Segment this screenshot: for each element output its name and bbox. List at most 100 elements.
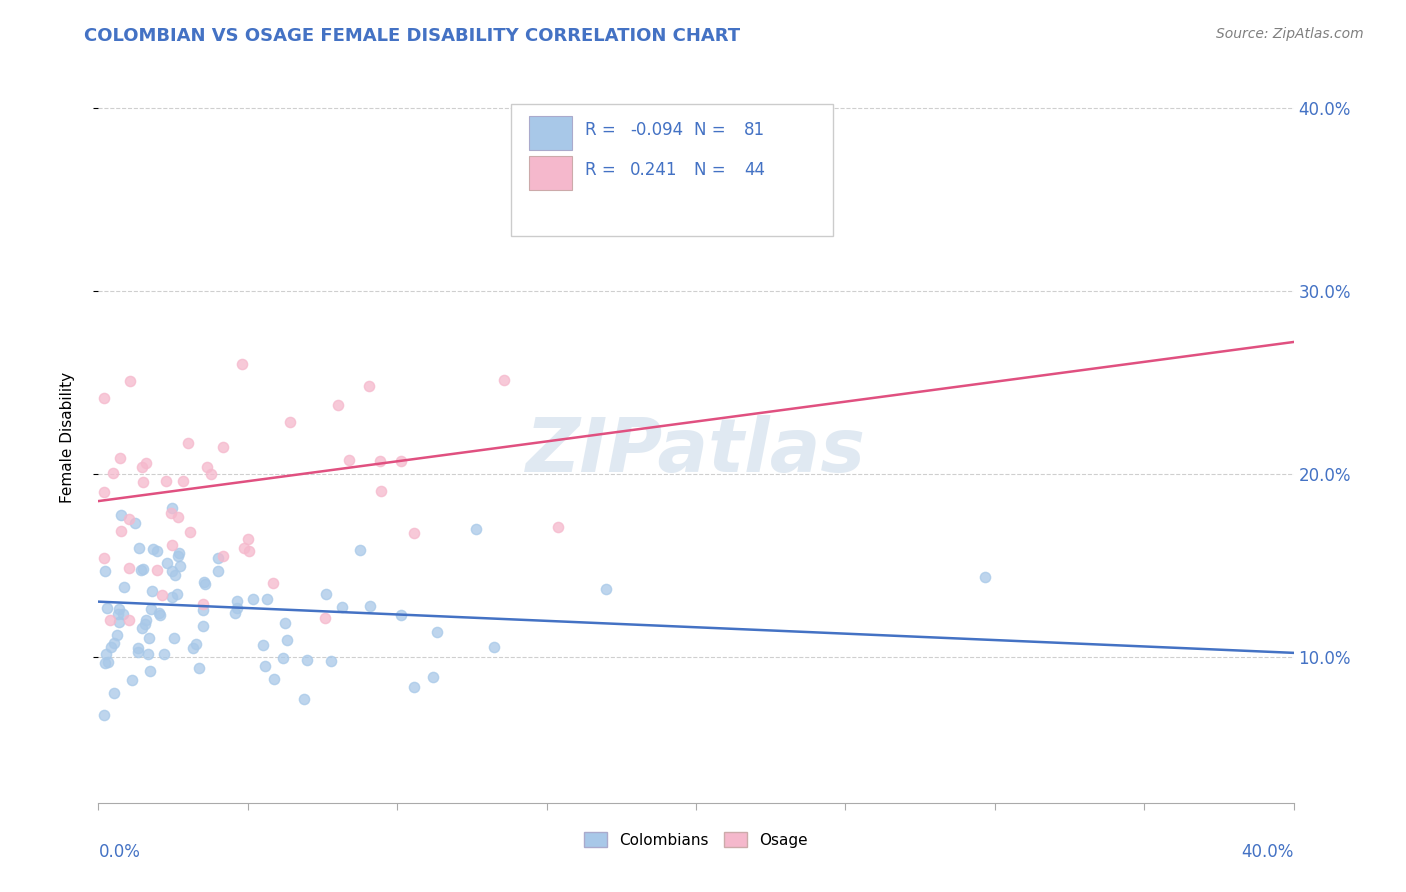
Text: R =: R = (585, 121, 621, 139)
Point (127, 645, 149, 659)
Point (136, 647, 159, 661)
Point (359, 379, 381, 393)
Point (110, 508, 132, 522)
Point (404, 526, 426, 541)
Point (232, 541, 254, 555)
Point (118, 613, 141, 627)
Text: 44: 44 (744, 161, 765, 179)
Point (187, 661, 209, 675)
Point (110, 524, 132, 538)
Legend: Colombians, Osage: Colombians, Osage (578, 825, 814, 854)
Point (131, 621, 153, 635)
Point (165, 568, 187, 582)
Point (389, 453, 412, 467)
Point (492, 373, 515, 387)
Point (226, 594, 249, 608)
Point (132, 475, 155, 489)
Point (482, 640, 505, 654)
Point (194, 576, 217, 591)
Point (263, 673, 285, 687)
Point (146, 564, 169, 578)
Point (262, 576, 284, 591)
Point (139, 664, 162, 678)
Point (131, 563, 153, 577)
Point (359, 599, 381, 613)
Point (103, 636, 125, 650)
Point (107, 602, 129, 616)
Point (138, 631, 160, 645)
Point (177, 436, 200, 450)
Point (156, 557, 179, 571)
Point (162, 538, 184, 552)
FancyBboxPatch shape (529, 116, 572, 150)
Text: 0.241: 0.241 (630, 161, 678, 179)
Point (148, 606, 170, 620)
Point (142, 542, 165, 557)
Point (256, 591, 278, 606)
Point (121, 673, 143, 687)
Point (169, 559, 191, 574)
Point (117, 560, 139, 574)
Point (236, 532, 259, 546)
Point (112, 607, 135, 621)
Point (107, 607, 129, 621)
Point (242, 592, 264, 607)
Point (200, 467, 222, 481)
Point (253, 659, 276, 673)
Point (93, 391, 115, 405)
Point (163, 631, 186, 645)
Point (389, 608, 412, 623)
Point (112, 580, 135, 594)
Point (127, 641, 149, 656)
Point (155, 474, 177, 488)
Text: ZIPatlas: ZIPatlas (526, 415, 866, 488)
Point (271, 651, 294, 665)
Point (93, 551, 115, 566)
Point (96, 600, 118, 615)
Point (103, 686, 125, 700)
Point (547, 520, 569, 534)
Text: R =: R = (585, 161, 621, 179)
Y-axis label: Female Disability: Female Disability (60, 371, 75, 503)
Point (349, 543, 371, 558)
FancyBboxPatch shape (529, 156, 572, 190)
Point (118, 374, 141, 388)
Point (211, 440, 233, 454)
Point (160, 590, 183, 604)
Point (368, 454, 391, 468)
Point (238, 544, 260, 558)
Point (134, 616, 156, 631)
Point (162, 564, 184, 578)
Point (193, 619, 215, 633)
Point (108, 615, 131, 630)
Point (224, 606, 246, 620)
Point (295, 653, 318, 667)
Point (132, 562, 155, 576)
Point (108, 450, 131, 465)
Point (225, 601, 247, 615)
Point (465, 523, 488, 537)
Point (105, 628, 128, 642)
Point (98, 613, 121, 627)
Point (193, 575, 215, 590)
Point (93, 707, 115, 722)
Point (172, 475, 194, 489)
Point (97, 656, 120, 670)
Point (231, 357, 253, 371)
Point (292, 692, 315, 706)
Text: N =: N = (693, 161, 731, 179)
Text: -0.094: -0.094 (630, 121, 683, 139)
Point (169, 546, 191, 560)
Text: Source: ZipAtlas.com: Source: ZipAtlas.com (1216, 27, 1364, 41)
Point (330, 600, 353, 615)
Point (146, 543, 169, 558)
Point (118, 512, 141, 526)
Point (274, 615, 297, 630)
Point (141, 601, 163, 615)
Point (166, 549, 188, 563)
Point (131, 459, 153, 474)
Text: 40.0%: 40.0% (1241, 843, 1294, 861)
Point (101, 467, 124, 481)
Point (166, 587, 188, 601)
Point (184, 637, 207, 651)
